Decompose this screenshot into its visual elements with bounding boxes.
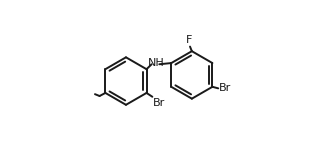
Text: Br: Br [219, 83, 231, 93]
Text: F: F [186, 35, 192, 45]
Text: Br: Br [153, 98, 165, 108]
Text: NH: NH [147, 58, 164, 68]
